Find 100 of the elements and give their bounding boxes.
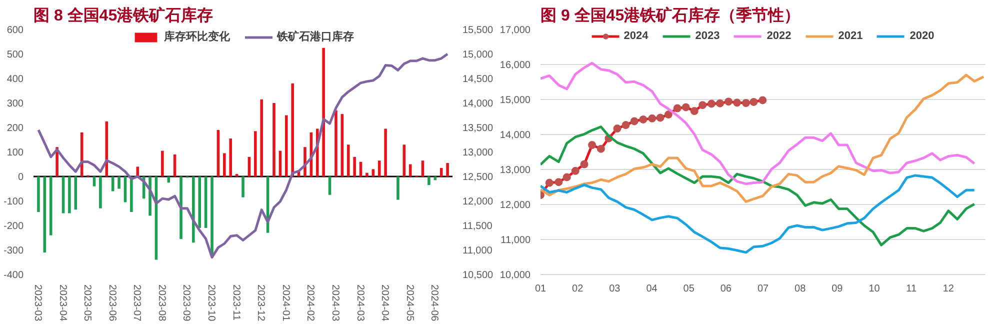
y-tick-label: 12,000 bbox=[500, 200, 531, 211]
bar bbox=[334, 110, 338, 176]
bar bbox=[130, 176, 133, 212]
legend-label: 库存环比变化 bbox=[164, 30, 230, 44]
x-tick-label: 02 bbox=[572, 284, 584, 294]
y-tick-label: 500 bbox=[6, 50, 24, 60]
y-tick-label: 300 bbox=[6, 98, 24, 110]
y-tick-label: -300 bbox=[3, 246, 24, 256]
bar bbox=[223, 153, 226, 176]
y-tick-label: -200 bbox=[3, 221, 24, 232]
bar bbox=[291, 83, 294, 176]
legend-label: 2022 bbox=[766, 29, 792, 43]
y2-tick-label: 14,000 bbox=[462, 98, 494, 110]
x-tick-label: 03 bbox=[609, 284, 621, 294]
bar bbox=[192, 176, 195, 243]
bar bbox=[105, 121, 108, 176]
bar bbox=[446, 163, 449, 176]
x-tick-label: 05 bbox=[683, 284, 695, 294]
y-tick-label: 11,000 bbox=[500, 235, 531, 246]
bar bbox=[242, 176, 244, 198]
bar bbox=[346, 144, 350, 176]
x-tick-label: 07 bbox=[757, 284, 769, 294]
bar bbox=[210, 176, 214, 256]
bar bbox=[353, 156, 356, 176]
y-tick-label: 0 bbox=[18, 172, 24, 183]
bar bbox=[428, 176, 430, 186]
bar bbox=[229, 138, 232, 176]
bar bbox=[136, 166, 140, 176]
x-tick-label: 2024-04 bbox=[379, 284, 390, 322]
x-tick-label: 08 bbox=[794, 284, 806, 294]
x-tick-label: 11 bbox=[906, 284, 917, 294]
bar bbox=[340, 114, 344, 176]
bar bbox=[254, 131, 257, 176]
x-tick-label: 2023-12 bbox=[255, 284, 266, 322]
bar bbox=[421, 160, 424, 176]
x-tick-label: 04 bbox=[646, 284, 658, 294]
y2-tick-label: 15,000 bbox=[462, 50, 494, 60]
legend-label: 2021 bbox=[838, 29, 863, 43]
x-tick-label: 2023-03 bbox=[32, 284, 43, 322]
y2-tick-label: 15,500 bbox=[462, 25, 494, 36]
bar bbox=[402, 144, 406, 176]
y-tick-label: 16,000 bbox=[500, 60, 531, 71]
x-tick-label: 06 bbox=[720, 284, 732, 294]
y-tick-label: 14,000 bbox=[500, 130, 531, 141]
x-tick-label: 10 bbox=[868, 284, 880, 294]
bar bbox=[167, 176, 170, 183]
bar bbox=[322, 48, 325, 176]
bar bbox=[92, 176, 96, 186]
y-tick-label: -400 bbox=[3, 270, 24, 281]
bar bbox=[118, 176, 120, 189]
legend-label: 2020 bbox=[910, 29, 934, 43]
y2-tick-label: 11,000 bbox=[462, 246, 493, 256]
line-series bbox=[540, 74, 985, 203]
y2-tick-label: 10,500 bbox=[462, 270, 494, 281]
bar bbox=[366, 172, 368, 176]
line-series bbox=[540, 126, 976, 246]
bar bbox=[378, 160, 381, 176]
bar bbox=[180, 176, 182, 239]
chart-title: 图 8 全国45港铁矿石库存 bbox=[34, 6, 214, 24]
x-tick-label: 2023-04 bbox=[56, 284, 68, 322]
line-series bbox=[540, 62, 976, 186]
x-tick-label: 2023-07 bbox=[131, 284, 142, 322]
bar bbox=[161, 150, 164, 176]
bar bbox=[384, 128, 387, 176]
x-tick-label: 2023-11 bbox=[230, 284, 242, 321]
y-tick-label: 200 bbox=[6, 123, 24, 134]
legend-label: 2024 bbox=[624, 29, 648, 43]
bar bbox=[62, 176, 65, 214]
x-tick-label: 2024-01 bbox=[280, 284, 291, 322]
x-tick-label: 09 bbox=[832, 284, 844, 294]
bar bbox=[43, 176, 46, 252]
legend-label: 2023 bbox=[695, 29, 720, 43]
x-tick-label: 2023-05 bbox=[82, 284, 93, 322]
line-series bbox=[37, 52, 449, 259]
line-series bbox=[540, 174, 976, 254]
x-tick-label: 12 bbox=[942, 284, 954, 294]
bar bbox=[198, 176, 202, 228]
y2-tick-label: 12,500 bbox=[462, 172, 494, 183]
y-tick-label: 17,000 bbox=[500, 25, 531, 36]
y-tick-label: 400 bbox=[6, 74, 24, 85]
y-tick-label: 15,000 bbox=[500, 95, 531, 106]
bar bbox=[68, 176, 71, 214]
legend-label: 铁矿石港口库存 bbox=[277, 30, 354, 44]
y2-tick-label: 12,000 bbox=[462, 196, 494, 208]
x-tick-label: 2024-03 bbox=[354, 284, 366, 322]
bar bbox=[284, 115, 288, 176]
x-tick-label: 2023-09 bbox=[180, 284, 192, 322]
bar bbox=[49, 176, 52, 236]
bar bbox=[396, 176, 400, 200]
y2-tick-label: 14,500 bbox=[462, 74, 494, 85]
y-tick-label: 100 bbox=[6, 148, 24, 158]
bar bbox=[328, 176, 332, 195]
y2-tick-label: 13,500 bbox=[462, 123, 494, 134]
x-tick-label: 2023-10 bbox=[206, 284, 217, 322]
bar bbox=[260, 99, 263, 176]
x-tick-label: 2024-02 bbox=[304, 284, 316, 322]
x-tick-label: 2024-06 bbox=[428, 284, 440, 322]
x-tick-label: 2023-06 bbox=[106, 284, 118, 322]
x-tick-label: 2023-08 bbox=[156, 284, 167, 322]
y-tick-label: -100 bbox=[3, 196, 24, 208]
